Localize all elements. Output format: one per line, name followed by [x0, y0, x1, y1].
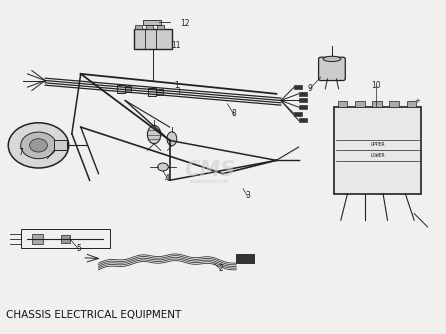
- Text: 3: 3: [245, 191, 250, 200]
- Bar: [236, 254, 254, 263]
- Text: CHASSIS ELECTRICAL EQUIPMENT: CHASSIS ELECTRICAL EQUIPMENT: [6, 310, 181, 320]
- Ellipse shape: [167, 132, 177, 146]
- Text: LOWER: LOWER: [370, 153, 385, 158]
- Circle shape: [157, 163, 168, 171]
- Bar: [32, 233, 43, 243]
- Bar: [298, 105, 306, 109]
- Bar: [298, 99, 306, 103]
- Text: 12: 12: [181, 19, 190, 28]
- Bar: [61, 234, 70, 242]
- Ellipse shape: [323, 56, 341, 61]
- Bar: [389, 101, 399, 107]
- Bar: [149, 88, 156, 96]
- Circle shape: [8, 123, 69, 168]
- Bar: [54, 140, 67, 150]
- Bar: [334, 107, 421, 194]
- Bar: [294, 85, 302, 89]
- Text: 8: 8: [232, 109, 236, 118]
- Text: 5: 5: [76, 244, 81, 253]
- Text: UPPER: UPPER: [370, 142, 385, 147]
- Text: 7: 7: [18, 148, 23, 157]
- FancyBboxPatch shape: [318, 57, 345, 80]
- Circle shape: [29, 139, 47, 152]
- Bar: [407, 101, 417, 107]
- Bar: [372, 101, 382, 107]
- Bar: [125, 86, 132, 92]
- Bar: [298, 119, 306, 123]
- Text: 2: 2: [219, 264, 223, 273]
- Text: 9: 9: [307, 85, 312, 93]
- Bar: [21, 228, 110, 248]
- Text: 11: 11: [172, 41, 181, 50]
- Text: +: +: [414, 98, 420, 104]
- Bar: [134, 29, 172, 49]
- Bar: [298, 92, 306, 96]
- Bar: [156, 89, 162, 95]
- Ellipse shape: [148, 126, 161, 144]
- Text: 1: 1: [174, 81, 179, 90]
- Text: CMS: CMS: [184, 160, 235, 180]
- Bar: [146, 25, 153, 29]
- Circle shape: [21, 132, 56, 159]
- Text: www.cmsnl.com: www.cmsnl.com: [190, 179, 229, 184]
- Bar: [355, 101, 365, 107]
- Bar: [143, 20, 161, 25]
- Bar: [294, 112, 302, 116]
- Bar: [338, 101, 347, 107]
- Text: 10: 10: [372, 81, 381, 90]
- Text: 4: 4: [165, 174, 170, 183]
- Bar: [117, 85, 125, 93]
- Bar: [157, 25, 164, 29]
- Bar: [135, 25, 142, 29]
